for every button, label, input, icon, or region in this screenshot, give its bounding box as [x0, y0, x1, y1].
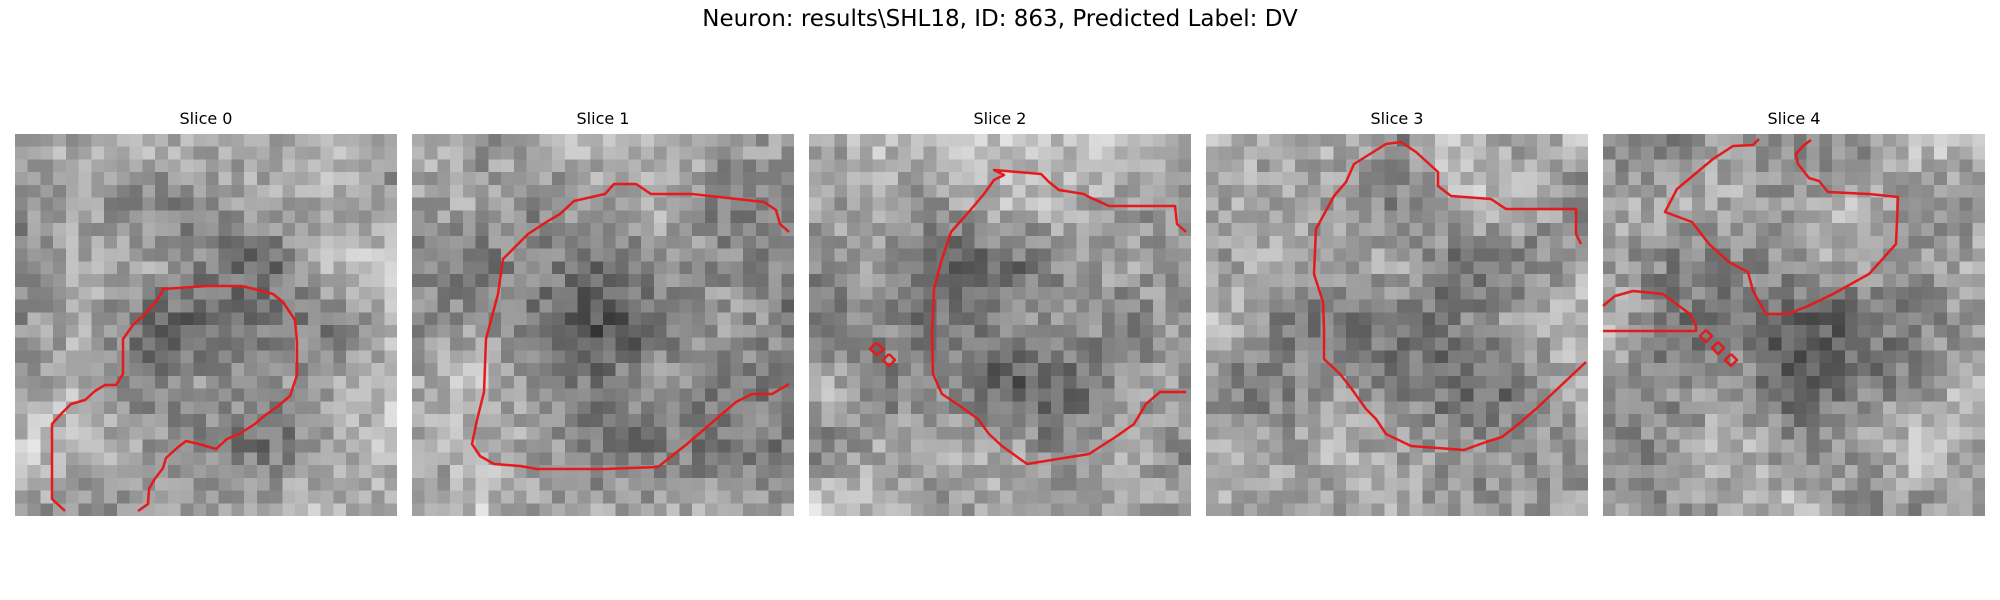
slice-2-panel [809, 134, 1191, 516]
slice-2-contour [868, 168, 1187, 466]
slice-4-image [1603, 134, 1985, 516]
slice-4-contour [1602, 138, 1900, 368]
slice-0-panel [15, 134, 397, 516]
slice-1-title: Slice 1 [576, 109, 630, 128]
figure-title: Neuron: results\SHL18, ID: 863, Predicte… [702, 6, 1298, 32]
slice-3-panel [1206, 134, 1588, 516]
slice-4-panel [1602, 134, 1985, 516]
slice-3-contour [1312, 140, 1587, 452]
slice-4-title: Slice 4 [1767, 109, 1821, 128]
slice-3-title: Slice 3 [1370, 109, 1424, 128]
slice-2-image [809, 134, 1191, 516]
slice-0-contour [50, 284, 299, 513]
slice-1-contour [470, 182, 790, 471]
slice-2-title: Slice 2 [973, 109, 1027, 128]
slice-1-panel [412, 134, 794, 516]
slice-3-image [1206, 134, 1588, 516]
slice-0-image [15, 134, 397, 516]
slice-0-title: Slice 0 [179, 109, 233, 128]
